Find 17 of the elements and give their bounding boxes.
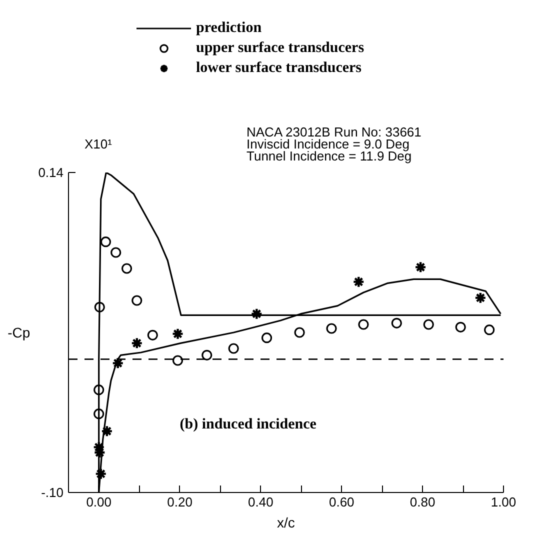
legend-label: lower surface transducers <box>196 59 362 77</box>
x-tick-label: 0.20 <box>167 494 192 510</box>
y-tick-label: -.10 <box>41 485 64 500</box>
text: NACA 23012B Run No: 33661 <box>246 124 422 140</box>
x-axis-title: x/c <box>277 514 295 530</box>
y-axis-title: -Cp <box>8 324 30 340</box>
x-tick-label: 0.00 <box>86 494 112 510</box>
annotation: (b) induced incidence <box>180 416 317 432</box>
x-tick-label: 0.40 <box>248 494 274 510</box>
y-tick-label: 0.14 <box>38 165 64 180</box>
legend-label: upper surface transducers <box>196 39 364 57</box>
x-tick-label: 1.00 <box>490 494 516 510</box>
text: X10¹ <box>84 136 113 152</box>
text: Inviscid Incidence = 9.0 Deg <box>246 136 410 152</box>
legend-label: prediction <box>196 19 262 37</box>
x-tick-label: 0.60 <box>328 494 354 510</box>
x-tick-label: 0.80 <box>410 494 436 510</box>
